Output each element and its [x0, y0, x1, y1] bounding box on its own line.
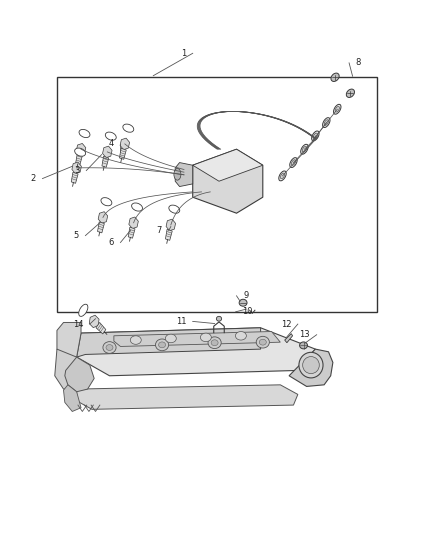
Text: 4: 4 — [109, 140, 114, 148]
Text: 9: 9 — [243, 292, 248, 300]
Ellipse shape — [335, 107, 339, 112]
Ellipse shape — [312, 131, 319, 141]
Ellipse shape — [291, 160, 296, 165]
Ellipse shape — [208, 337, 221, 349]
Polygon shape — [166, 229, 172, 240]
Polygon shape — [120, 138, 130, 150]
Polygon shape — [65, 357, 94, 392]
Polygon shape — [166, 219, 176, 231]
Ellipse shape — [301, 144, 308, 154]
Text: 1: 1 — [181, 49, 186, 58]
Ellipse shape — [303, 357, 319, 374]
Polygon shape — [57, 322, 81, 357]
Text: 7: 7 — [157, 227, 162, 235]
Ellipse shape — [131, 203, 142, 211]
Ellipse shape — [74, 148, 85, 156]
Ellipse shape — [323, 118, 330, 127]
Ellipse shape — [169, 205, 180, 213]
Ellipse shape — [79, 304, 88, 317]
Ellipse shape — [216, 316, 222, 321]
Polygon shape — [129, 217, 138, 229]
Ellipse shape — [166, 334, 176, 343]
Ellipse shape — [131, 336, 141, 344]
Text: 2: 2 — [31, 174, 36, 183]
Polygon shape — [77, 328, 261, 357]
Text: 13: 13 — [300, 330, 310, 339]
Ellipse shape — [106, 345, 113, 351]
Polygon shape — [55, 349, 83, 389]
Polygon shape — [128, 227, 135, 238]
Bar — [57, 77, 377, 312]
Ellipse shape — [79, 130, 90, 138]
Text: 11: 11 — [176, 317, 186, 326]
Ellipse shape — [155, 339, 169, 351]
Polygon shape — [102, 146, 112, 158]
Ellipse shape — [334, 104, 341, 114]
Ellipse shape — [211, 340, 218, 346]
Polygon shape — [71, 172, 78, 183]
Ellipse shape — [331, 73, 339, 82]
Ellipse shape — [299, 352, 323, 378]
Polygon shape — [89, 315, 99, 328]
Polygon shape — [64, 385, 81, 411]
Ellipse shape — [174, 168, 181, 180]
Ellipse shape — [200, 333, 211, 342]
Ellipse shape — [123, 124, 134, 132]
Polygon shape — [193, 149, 263, 213]
Polygon shape — [96, 322, 106, 334]
Polygon shape — [114, 332, 280, 346]
Text: 12: 12 — [281, 320, 291, 328]
Polygon shape — [76, 154, 82, 165]
Polygon shape — [77, 385, 298, 409]
Ellipse shape — [346, 89, 354, 98]
Ellipse shape — [290, 158, 297, 167]
Ellipse shape — [159, 342, 166, 348]
Polygon shape — [98, 222, 104, 233]
Ellipse shape — [239, 300, 247, 306]
Ellipse shape — [103, 342, 116, 353]
Polygon shape — [76, 143, 86, 155]
Ellipse shape — [302, 147, 307, 152]
Ellipse shape — [256, 336, 269, 348]
Text: 3: 3 — [74, 166, 80, 175]
Polygon shape — [289, 349, 333, 386]
Ellipse shape — [105, 132, 116, 140]
Polygon shape — [102, 156, 109, 167]
Ellipse shape — [236, 332, 246, 340]
Text: 5: 5 — [74, 231, 79, 240]
Ellipse shape — [300, 342, 307, 349]
Polygon shape — [72, 162, 81, 174]
Polygon shape — [175, 163, 193, 187]
Text: 6: 6 — [109, 238, 114, 247]
Ellipse shape — [259, 340, 266, 345]
Polygon shape — [120, 148, 126, 159]
Ellipse shape — [280, 173, 285, 179]
Text: 10: 10 — [242, 308, 253, 316]
Polygon shape — [77, 328, 315, 376]
Polygon shape — [193, 149, 263, 181]
Polygon shape — [98, 212, 108, 223]
Text: 14: 14 — [73, 320, 83, 328]
Ellipse shape — [313, 133, 318, 139]
Text: 8: 8 — [356, 59, 361, 67]
Ellipse shape — [324, 120, 328, 125]
Ellipse shape — [279, 171, 286, 181]
Ellipse shape — [101, 198, 112, 206]
Polygon shape — [285, 334, 293, 343]
